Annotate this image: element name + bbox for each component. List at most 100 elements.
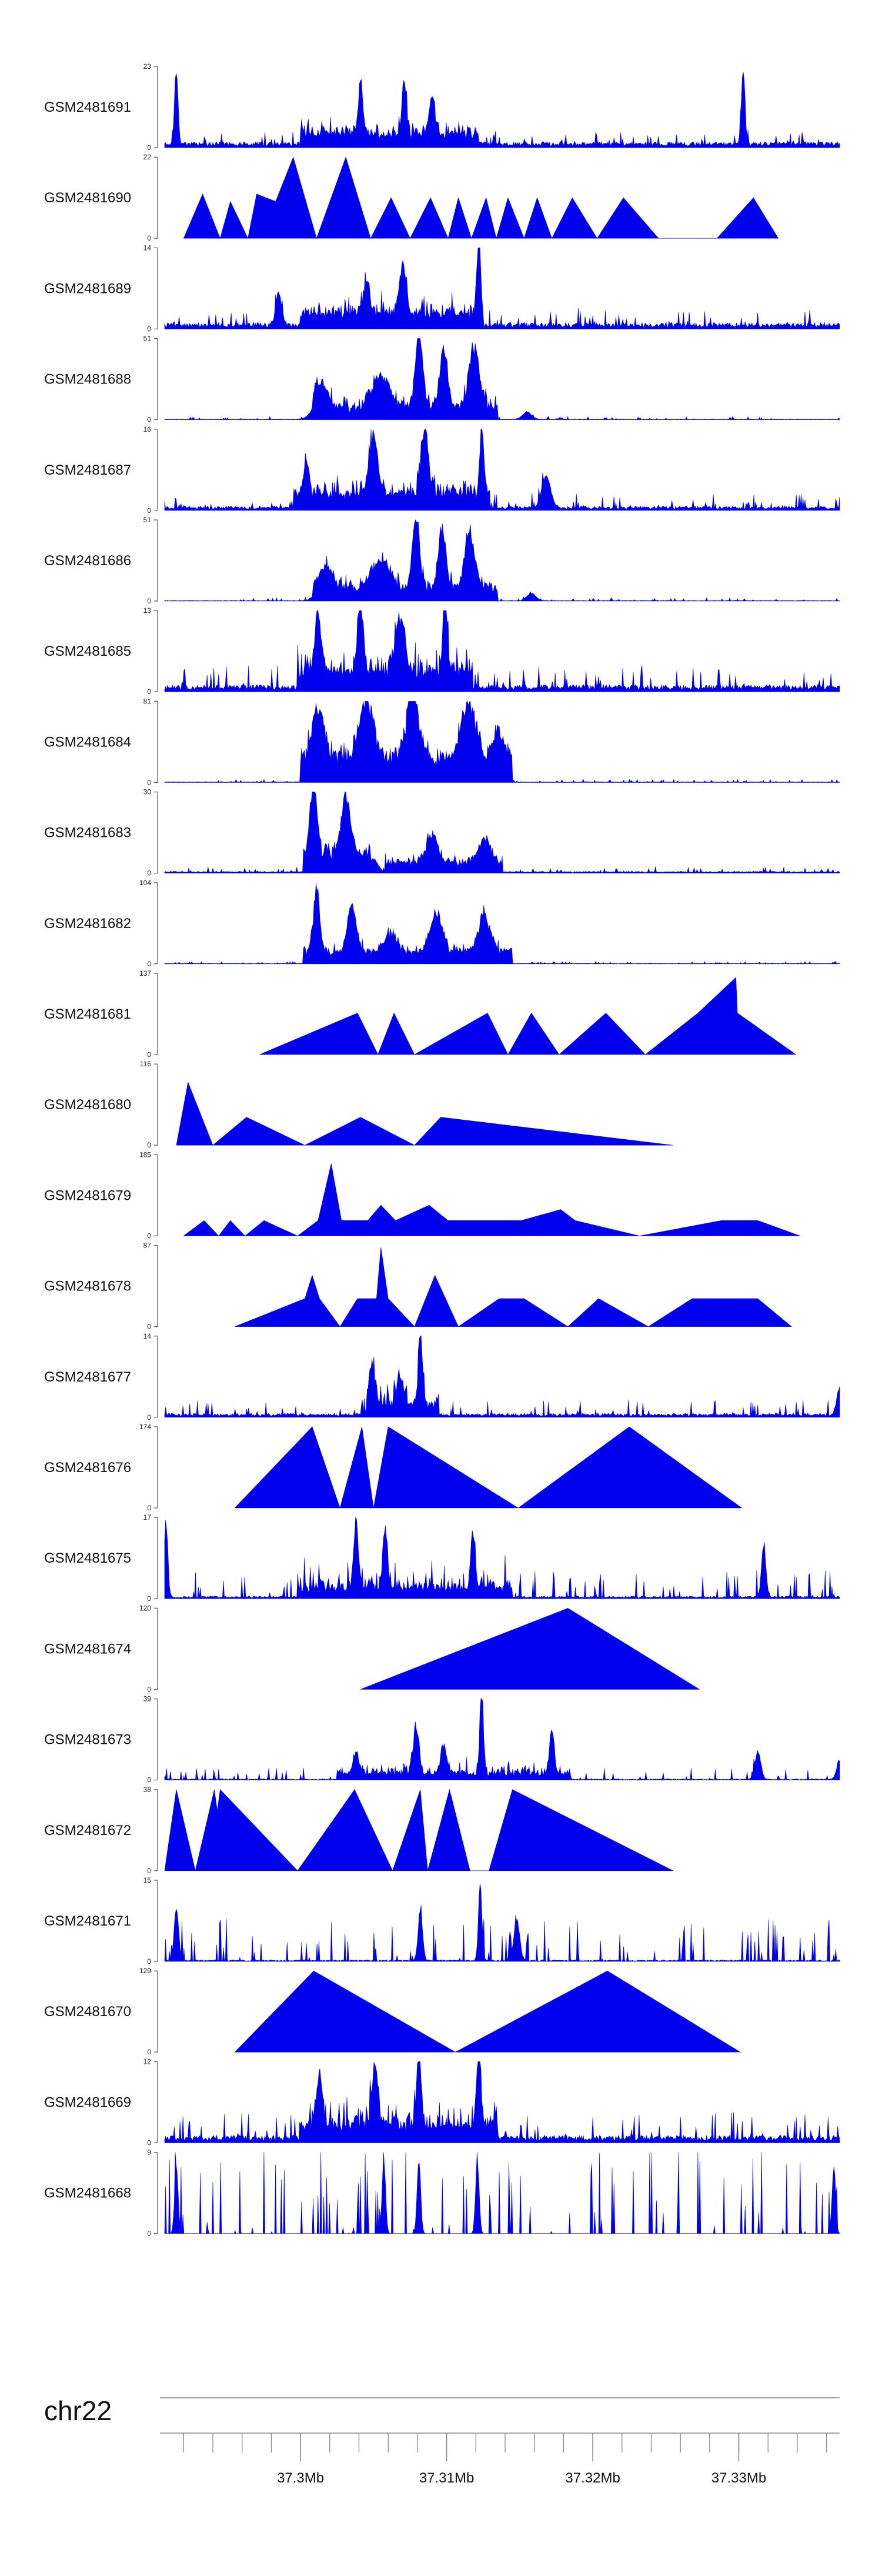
y-tick-label-zero: 0 — [147, 869, 151, 877]
y-tick-label-zero: 0 — [147, 1141, 151, 1149]
coverage-area — [164, 1884, 840, 1962]
track-label: GSM2481681 — [44, 1006, 131, 1022]
track-label: GSM2481668 — [44, 2185, 131, 2201]
y-tick-label-zero: 0 — [147, 2230, 151, 2238]
coverage-area — [164, 700, 840, 783]
track-label: GSM2481679 — [44, 1187, 131, 1203]
track-label: GSM2481672 — [44, 1823, 131, 1838]
track-gsm2481682: GSM2481682 104 0 — [44, 879, 840, 968]
coverage-area — [176, 1082, 673, 1146]
coverage-area — [164, 610, 840, 692]
track-gsm2481691: GSM2481691 23 0 — [44, 62, 840, 152]
track-gsm2481677: GSM2481677 14 0 — [44, 1332, 840, 1422]
coverage-area — [360, 1608, 700, 1690]
coverage-area — [234, 1970, 741, 2053]
y-tick-label-max: 137 — [139, 969, 151, 977]
y-tick-label-zero: 0 — [147, 1594, 151, 1603]
track-gsm2481670: GSM2481670 129 0 — [44, 1967, 741, 2056]
track-label: GSM2481675 — [44, 1550, 131, 1566]
y-tick-label-max: 174 — [139, 1423, 151, 1431]
track-label: GSM2481680 — [44, 1097, 131, 1113]
x-tick-label: 37.33Mb — [711, 2470, 766, 2486]
y-tick-label-max: 116 — [140, 1060, 151, 1068]
track-label: GSM2481669 — [44, 2094, 131, 2110]
y-tick-label-zero: 0 — [147, 2138, 151, 2147]
coverage-area — [259, 977, 797, 1055]
track-label: GSM2481673 — [44, 1732, 131, 1748]
track-label: GSM2481684 — [44, 734, 131, 750]
y-tick-label-max: 39 — [143, 1695, 152, 1703]
y-tick-label-max: 17 — [143, 1513, 152, 1521]
y-tick-label-zero: 0 — [147, 597, 151, 605]
track-label: GSM2481683 — [44, 825, 131, 841]
y-tick-label-max: 51 — [143, 335, 152, 343]
track-gsm2481678: GSM2481678 87 0 — [44, 1242, 792, 1331]
y-tick-label-zero: 0 — [147, 234, 151, 242]
track-label: GSM2481685 — [44, 643, 131, 659]
y-tick-label-max: 12 — [143, 2057, 152, 2066]
track-label: GSM2481689 — [44, 281, 131, 296]
coverage-area — [164, 1517, 840, 1599]
y-tick-label-max: 51 — [143, 516, 152, 524]
y-tick-label-zero: 0 — [147, 1776, 151, 1784]
y-tick-label-max: 15 — [143, 1876, 152, 1884]
coverage-area — [164, 519, 840, 602]
y-tick-label-zero: 0 — [147, 1323, 151, 1331]
track-label: GSM2481677 — [44, 1369, 131, 1385]
y-tick-label-max: 129 — [139, 1967, 151, 1975]
track-gsm2481674: GSM2481674 120 0 — [44, 1604, 700, 1693]
track-gsm2481673: GSM2481673 39 0 — [44, 1695, 840, 1784]
y-tick-label-zero: 0 — [147, 1685, 151, 1693]
y-tick-label-max: 23 — [143, 62, 152, 71]
y-tick-label-zero: 0 — [147, 778, 151, 786]
y-tick-label-zero: 0 — [147, 325, 151, 333]
track-gsm2481680: GSM2481680 116 0 — [44, 1060, 673, 1149]
y-tick-label-zero: 0 — [147, 688, 151, 696]
x-tick-label: 37.3Mb — [277, 2470, 324, 2486]
track-gsm2481690: GSM2481690 22 0 — [44, 153, 779, 242]
track-label: GSM2481690 — [44, 190, 131, 206]
y-tick-label-max: 104 — [139, 879, 151, 887]
coverage-tracks: GSM2481691230GSM2481690220GSM2481689140G… — [44, 62, 840, 2238]
track-gsm2481681: GSM2481681 137 0 — [44, 969, 797, 1059]
coverage-area — [164, 429, 840, 511]
y-tick-label-max: 16 — [143, 425, 152, 433]
y-tick-label-max: 120 — [139, 1604, 151, 1612]
y-tick-label-max: 87 — [143, 1242, 152, 1250]
coverage-area — [164, 2061, 840, 2143]
chromosome-label: chr22 — [44, 2395, 112, 2426]
track-gsm2481687: GSM2481687 16 0 — [44, 425, 840, 515]
coverage-area — [183, 156, 779, 239]
track-gsm2481671: GSM2481671 15 0 — [44, 1876, 840, 1966]
track-gsm2481675: GSM2481675 17 0 — [44, 1513, 840, 1603]
y-tick-label-zero: 0 — [147, 2048, 151, 2056]
y-tick-label-zero: 0 — [147, 1504, 151, 1512]
coverage-area — [164, 1336, 840, 1418]
coverage-area — [164, 72, 840, 148]
track-label: GSM2481686 — [44, 553, 131, 569]
y-tick-label-max: 9 — [147, 2148, 151, 2157]
y-tick-label-max: 22 — [143, 153, 152, 161]
x-tick-label: 37.32Mb — [565, 2470, 620, 2486]
track-gsm2481668: GSM2481668 9 0 — [44, 2148, 840, 2238]
y-tick-label-max: 14 — [143, 1332, 152, 1340]
y-tick-label-zero: 0 — [147, 1050, 151, 1059]
track-gsm2481684: GSM2481684 81 0 — [44, 697, 840, 786]
track-gsm2481679: GSM2481679 185 0 — [44, 1150, 801, 1240]
track-label: GSM2481688 — [44, 372, 131, 388]
track-gsm2481676: GSM2481676 174 0 — [44, 1423, 743, 1512]
y-tick-label-zero: 0 — [147, 506, 151, 515]
y-tick-label-max: 185 — [139, 1150, 151, 1159]
track-label: GSM2481691 — [44, 99, 131, 115]
y-tick-label-zero: 0 — [147, 1413, 151, 1422]
track-gsm2481689: GSM2481689 14 0 — [44, 243, 840, 333]
track-gsm2481688: GSM2481688 51 0 — [44, 335, 840, 424]
y-tick-label-zero: 0 — [147, 1957, 151, 1966]
coverage-area — [234, 1426, 743, 1509]
track-gsm2481669: GSM2481669 12 0 — [44, 2057, 840, 2147]
track-gsm2481686: GSM2481686 51 0 — [44, 516, 840, 605]
track-label: GSM2481670 — [44, 2004, 131, 2020]
track-gsm2481683: GSM2481683 30 0 — [44, 788, 840, 877]
coverage-area — [164, 882, 840, 965]
